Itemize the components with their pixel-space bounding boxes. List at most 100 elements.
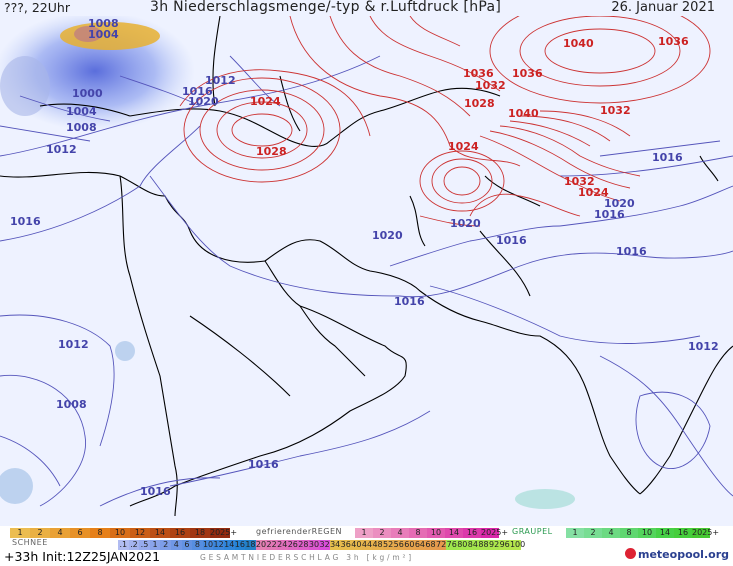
scale-step: 8 bbox=[192, 540, 203, 550]
logo-icon bbox=[625, 548, 636, 559]
isobar-label: 1016 bbox=[496, 234, 527, 247]
isobar-label: 1004 bbox=[88, 28, 119, 41]
isobar-label: 1016 bbox=[394, 295, 425, 308]
isobar-label: 1008 bbox=[88, 17, 119, 30]
scale-step: 2025+ bbox=[692, 528, 720, 538]
scale-step: 10 bbox=[110, 528, 130, 538]
total-precip-label: GESAMTNIEDERSCHLAG 3h [kg/m²] bbox=[200, 553, 415, 562]
isobar-label: 1040 bbox=[508, 107, 539, 120]
model-run-label: +33h Init:12Z25JAN2021 bbox=[4, 549, 161, 564]
scale-step: 1 bbox=[149, 540, 161, 550]
isobar-label: 1016 bbox=[10, 215, 41, 228]
isobar-label: 1016 bbox=[594, 208, 625, 221]
isobar-label: 1016 bbox=[652, 151, 683, 164]
isobars-high bbox=[179, 16, 711, 227]
scale-step: 80 bbox=[457, 540, 468, 550]
isobar-labels: 1008 1004 1012 1016 1020 1000 1004 1008 … bbox=[10, 17, 719, 498]
isobar-label: 1016 bbox=[182, 85, 213, 98]
scale-step: 6 bbox=[181, 540, 193, 550]
scale-step: 68 bbox=[425, 540, 436, 550]
isobar-label: 1036 bbox=[463, 67, 494, 80]
scale-step: 18 bbox=[245, 540, 256, 550]
scale-step: 10 bbox=[202, 540, 214, 550]
isobar-label: 1032 bbox=[475, 79, 506, 92]
isobars-low bbox=[0, 55, 733, 507]
isobar-label: 1020 bbox=[450, 217, 481, 230]
isobar-label: 1012 bbox=[58, 338, 89, 351]
scale-step: 64 bbox=[414, 540, 426, 550]
snow-scale: 1 2 4 6 8 10 12 14 16 18 2025+ bbox=[10, 528, 237, 538]
scale-step: 20 bbox=[255, 540, 267, 550]
brand-name: meteopool.org bbox=[638, 548, 729, 561]
scale-step: 18 bbox=[190, 528, 210, 538]
scale-step: 26 bbox=[287, 540, 299, 550]
scale-step: 2 bbox=[160, 540, 171, 550]
scale-step: 60 bbox=[404, 540, 415, 550]
scale-step: 8 bbox=[90, 528, 110, 538]
isobar-label: 1036 bbox=[512, 67, 543, 80]
scale-step: .1 bbox=[118, 540, 129, 550]
scale-step: 92 bbox=[488, 540, 500, 550]
scale-step: 16 bbox=[234, 540, 246, 550]
scale-step: 2 bbox=[30, 528, 50, 538]
scale-step: 52 bbox=[382, 540, 394, 550]
brand-logo[interactable]: meteopool.org bbox=[625, 548, 729, 561]
coastlines bbox=[0, 16, 733, 517]
scale-step: 2025+ bbox=[481, 528, 509, 538]
scale-step: 28 bbox=[298, 540, 309, 550]
isobar-label: 1008 bbox=[66, 121, 97, 134]
isobar-label: 1004 bbox=[66, 105, 97, 118]
scale-step: .5 bbox=[139, 540, 150, 550]
scale-step: 22 bbox=[266, 540, 277, 550]
scale-step: 40 bbox=[351, 540, 362, 550]
scale-step: 8 bbox=[620, 528, 638, 538]
isobar-label: 1020 bbox=[372, 229, 403, 242]
scale-step: 30 bbox=[308, 540, 320, 550]
scale-step: 14 bbox=[445, 528, 463, 538]
isobar-label: 1020 bbox=[604, 197, 635, 210]
isobar-label: 1012 bbox=[46, 143, 77, 156]
scale-step: 10 bbox=[638, 528, 656, 538]
scale-step: 48 bbox=[372, 540, 383, 550]
scale-step: 34 bbox=[329, 540, 341, 550]
scale-step: 84 bbox=[467, 540, 479, 550]
isobar-label: 1024 bbox=[250, 95, 281, 108]
graupel-scale: 1 2 4 8 10 14 16 2025+ bbox=[566, 528, 720, 538]
isobar-label: 1028 bbox=[256, 145, 287, 158]
scale-step: 16 bbox=[674, 528, 692, 538]
scale-step: 88 bbox=[478, 540, 489, 550]
snow-label: SCHNEE bbox=[12, 538, 48, 547]
scale-step: 2 bbox=[373, 528, 391, 538]
scale-step: 4 bbox=[602, 528, 620, 538]
total-precip-scale: .1.2.5 1 2 4 6 8 10 12 14 16 18 20 22 24 26 28 30 32 34 36 4… bbox=[118, 540, 526, 550]
scale-step: 76 bbox=[446, 540, 457, 550]
scale-step: 36 bbox=[340, 540, 352, 550]
isobar-label: 1024 bbox=[578, 186, 609, 199]
scale-step: .2 bbox=[128, 540, 140, 550]
scale-step: 16 bbox=[463, 528, 481, 538]
scale-step: 6 bbox=[70, 528, 90, 538]
freezing-rain-scale: 1 2 4 8 10 14 16 2025+ bbox=[355, 528, 509, 538]
precipitation-area bbox=[0, 16, 575, 509]
scale-step: 4 bbox=[170, 540, 182, 550]
scale-step: 16 bbox=[170, 528, 190, 538]
isobar-label: 1032 bbox=[564, 175, 595, 188]
isobar-label: 1008 bbox=[56, 398, 87, 411]
forecast-date: 26. Januar 2021 bbox=[611, 0, 715, 15]
isobar-label: 1024 bbox=[448, 140, 479, 153]
scale-step: 44 bbox=[361, 540, 373, 550]
isobar-label: 1040 bbox=[563, 37, 594, 50]
scale-step: 56 bbox=[393, 540, 405, 550]
map-title: 3h Niederschlagsmenge/-typ & r.Luftdruck… bbox=[150, 0, 502, 15]
scale-step: 14 bbox=[223, 540, 235, 550]
scale-step: 1 bbox=[355, 528, 373, 538]
scale-step: 96 bbox=[499, 540, 510, 550]
scale-step: 72 bbox=[435, 540, 447, 550]
scale-step: 4 bbox=[391, 528, 409, 538]
scale-step: 2 bbox=[584, 528, 602, 538]
isobar-label: 1012 bbox=[205, 74, 236, 87]
isobar-label: 1032 bbox=[600, 104, 631, 117]
scale-step: 12 bbox=[213, 540, 224, 550]
scale-step: 100 bbox=[509, 540, 526, 550]
